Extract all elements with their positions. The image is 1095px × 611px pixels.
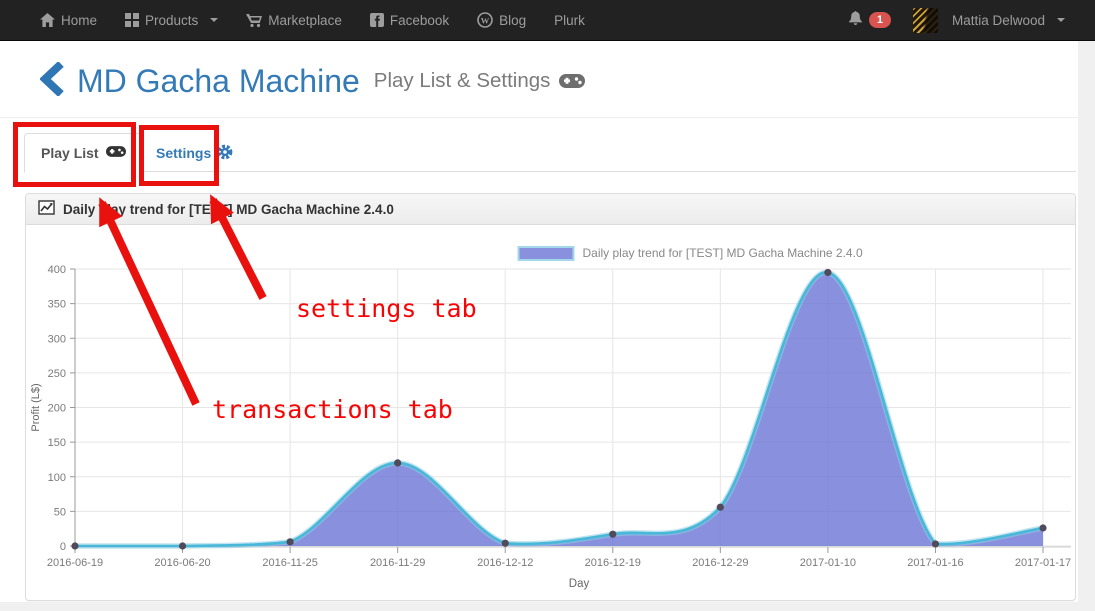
nav-item-plurk[interactable]: Plurk — [540, 0, 599, 40]
notification-badge[interactable]: 1 — [868, 12, 891, 28]
svg-text:2016-12-12: 2016-12-12 — [477, 557, 533, 569]
chart-panel-title: Daily play trend for [TEST] MD Gacha Mac… — [63, 201, 394, 217]
svg-text:2016-11-25: 2016-11-25 — [262, 557, 317, 569]
navbar-left: Home Products Marketplace Facebook W Blo… — [0, 0, 599, 40]
chevron-down-icon — [210, 18, 219, 22]
data-point-2017-01-10 — [824, 268, 832, 277]
svg-text:0: 0 — [60, 541, 66, 553]
wordpress-icon: W — [477, 12, 493, 28]
daily-play-trend-chart[interactable]: Daily play trend for [TEST] MD Gacha Mac… — [26, 225, 1075, 599]
data-point-2016-11-25 — [286, 538, 294, 546]
home-icon — [40, 13, 55, 27]
data-point-2016-12-19 — [609, 530, 617, 538]
gear-icon — [217, 144, 233, 163]
svg-text:2016-06-20: 2016-06-20 — [154, 557, 210, 569]
divider — [0, 117, 1095, 118]
data-point-2016-12-12 — [501, 539, 509, 547]
user-name: Mattia Delwood — [951, 12, 1045, 28]
nav-item-blog[interactable]: W Blog — [463, 0, 540, 40]
bell-icon[interactable] — [848, 10, 863, 31]
svg-text:300: 300 — [48, 333, 66, 345]
tab-settings[interactable]: Settings — [141, 133, 248, 173]
gamepad-icon — [559, 73, 586, 94]
cart-icon — [246, 13, 263, 28]
svg-text:250: 250 — [48, 368, 66, 380]
svg-text:2017-01-10: 2017-01-10 — [800, 557, 856, 569]
nav-item-label: Products — [145, 12, 199, 28]
nav-item-label: Plurk — [554, 12, 585, 28]
data-point-2016-11-29 — [394, 459, 402, 467]
gamepad-icon — [105, 145, 126, 161]
tab-label: Settings — [156, 145, 212, 161]
data-point-2017-01-17 — [1039, 524, 1047, 532]
nav-item-label: Home — [61, 12, 98, 28]
svg-text:200: 200 — [48, 403, 66, 415]
chart-legend-label: Daily play trend for [TEST] MD Gacha Mac… — [583, 246, 863, 260]
data-point-2017-01-16 — [931, 540, 940, 548]
chart-panel-heading: Daily play trend for [TEST] MD Gacha Mac… — [26, 194, 1075, 225]
svg-text:2016-12-29: 2016-12-29 — [692, 557, 748, 569]
data-point-2016-06-19 — [71, 542, 79, 550]
svg-text:Day: Day — [569, 578, 590, 590]
line-chart-icon — [38, 200, 55, 218]
tab-play-list[interactable]: Play List — [24, 133, 143, 173]
facebook-icon — [369, 13, 384, 27]
svg-text:100: 100 — [48, 472, 66, 484]
svg-text:W: W — [481, 15, 490, 25]
svg-text:2017-01-17: 2017-01-17 — [1015, 557, 1071, 569]
svg-text:350: 350 — [48, 299, 66, 311]
scrollbar-track-horizontal[interactable] — [0, 602, 1078, 611]
data-point-2016-12-29 — [716, 503, 724, 511]
svg-text:Profit (L$): Profit (L$) — [30, 383, 42, 431]
svg-text:150: 150 — [48, 437, 66, 449]
back-chevron-icon[interactable] — [39, 60, 64, 101]
nav-item-products[interactable]: Products — [111, 0, 232, 40]
nav-item-label: Blog — [499, 12, 527, 28]
avatar[interactable] — [912, 7, 938, 33]
svg-text:400: 400 — [48, 264, 66, 276]
page-title: MD Gacha Machine — [77, 62, 360, 99]
svg-text:2016-12-19: 2016-12-19 — [585, 557, 641, 569]
nav-item-home[interactable]: Home — [26, 0, 111, 40]
grid-icon — [125, 13, 140, 27]
chart-panel-body: Daily play trend for [TEST] MD Gacha Mac… — [26, 225, 1075, 600]
nav-item-facebook[interactable]: Facebook — [356, 0, 463, 40]
chart-panel: Daily play trend for [TEST] MD Gacha Mac… — [25, 193, 1076, 601]
navbar-right: 1 Mattia Delwood — [848, 0, 1095, 40]
svg-text:2016-11-29: 2016-11-29 — [370, 557, 425, 569]
page-heading: MD Gacha Machine Play List & Settings — [39, 56, 586, 106]
svg-text:2016-06-19: 2016-06-19 — [47, 557, 103, 569]
chevron-down-icon — [1057, 18, 1065, 22]
top-navbar: Home Products Marketplace Facebook W Blo… — [0, 0, 1095, 41]
page-subtitle: Play List & Settings — [373, 69, 551, 92]
nav-item-label: Marketplace — [268, 12, 342, 28]
scrollbar-track-vertical[interactable] — [1078, 41, 1095, 611]
nav-item-label: Facebook — [389, 12, 450, 28]
svg-text:2017-01-16: 2017-01-16 — [907, 557, 963, 569]
svg-text:50: 50 — [54, 506, 66, 518]
tabs-bottom-border — [25, 171, 1076, 172]
data-point-2016-06-20 — [178, 542, 187, 550]
nav-item-marketplace[interactable]: Marketplace — [232, 0, 356, 40]
user-menu[interactable]: Mattia Delwood — [950, 0, 1067, 40]
tab-label: Play List — [41, 145, 99, 161]
